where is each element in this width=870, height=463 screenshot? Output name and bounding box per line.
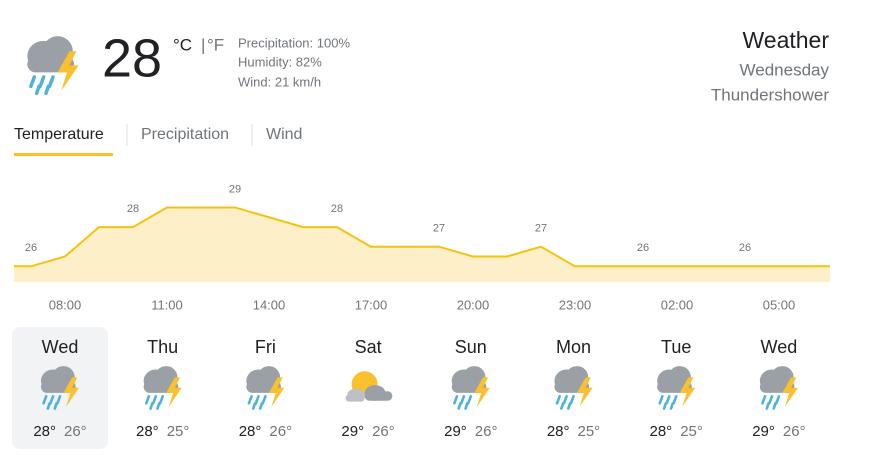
current-temperature: 28 [102,28,162,88]
forecast-days: Wed 28° 26° Thu 28° 25° Fri 28° 26° Sat 29° 26° Sun 2… [33,337,805,440]
value-label: 27 [433,223,445,235]
day-low: 26° [475,423,498,440]
tab[interactable]: Wind [266,126,302,143]
day-icon [245,364,286,410]
value-label: 26 [25,242,37,254]
day-high: 28° [547,423,570,440]
value-label: 28 [331,203,343,215]
line [30,206,813,268]
tab-underline [14,153,113,156]
tab[interactable]: Temperature [14,126,104,143]
current-icon [25,34,81,96]
day-low: 25° [167,423,190,440]
weekday: Wednesday [740,60,830,79]
detail: Precipitation: 100% [238,35,350,50]
day-low: 26° [64,423,87,440]
day-high: 28° [239,423,262,440]
day-name: Tue [661,337,691,357]
area [31,207,813,282]
day-low: 26° [269,423,292,440]
value-label: 27 [535,223,547,235]
day-icon [142,364,184,410]
day-low: 25° [578,423,601,440]
x-tick-label: 23:00 [559,297,592,312]
day-name: Thu [147,337,178,357]
day-icon [345,371,393,402]
day-low: 25° [680,423,703,440]
widget-title: Weather [742,27,829,53]
tab[interactable]: Precipitation [141,126,229,143]
x-tick-label: 14:00 [253,297,286,312]
day-name: Wed [42,337,79,357]
day-high: 29° [444,423,467,440]
day-low: 26° [372,423,395,440]
value-label: 26 [739,242,751,254]
x-tick-label: 05:00 [763,297,796,312]
value-label: 29 [229,183,241,195]
unit-fahrenheit[interactable]: °F [207,35,224,54]
day-icon [758,364,800,410]
x-tick-label: 20:00 [457,297,490,312]
day-high: 28° [136,423,159,440]
unit-separator: | [201,35,205,54]
day-name: Sat [355,337,382,357]
value-label: 26 [637,242,649,254]
detail: Humidity: 82% [238,54,322,69]
day-name: Wed [761,337,798,357]
temperature-chart: 26 08:00 28 11:00 29 14:00 28 17:00 27 20:00 27 23:… [14,183,830,312]
day-name: Sun [455,337,487,357]
day-high: 28° [33,423,56,440]
unit-celsius[interactable]: °C [173,35,192,54]
day-low: 26° [783,423,806,440]
day-icon [553,364,594,410]
detail: Wind: 21 km/h [238,74,321,89]
value-label: 28 [127,203,139,215]
day-icon [450,364,492,410]
day-high: 29° [341,423,364,440]
day-high: 29° [752,423,775,440]
day-name: Mon [556,337,591,357]
x-tick-label: 08:00 [49,297,82,312]
x-tick-label: 17:00 [355,297,388,312]
x-tick-label: 02:00 [661,297,694,312]
day-icon [655,364,697,410]
day-name: Fri [255,337,276,357]
day-high: 28° [650,423,673,440]
condition: Thundershower [711,85,829,104]
x-tick-label: 11:00 [151,297,183,312]
